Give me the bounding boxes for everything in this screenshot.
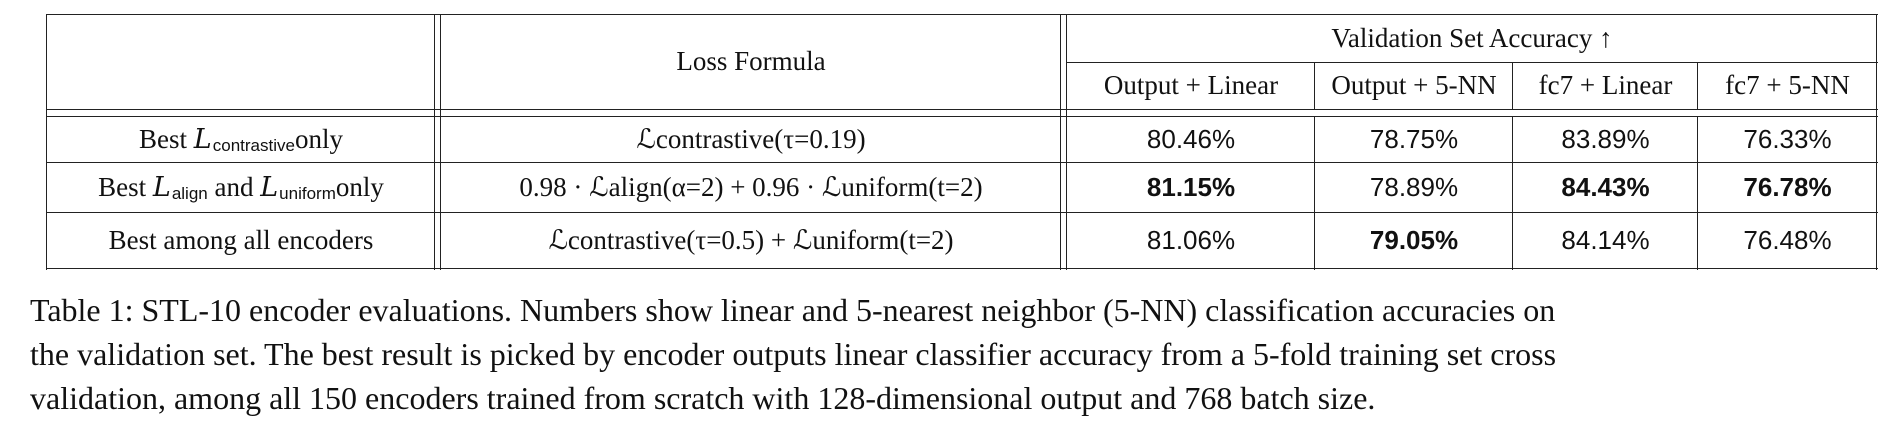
accuracy-cell: 84.14% bbox=[1561, 225, 1650, 255]
results-table: Loss Formula Validation Set Accuracy ↑ O… bbox=[46, 14, 1878, 270]
table-caption: Table 1: STL-10 encoder evaluations. Num… bbox=[30, 288, 1880, 420]
accuracy-cell: 76.78% bbox=[1743, 172, 1832, 202]
header-fc7-linear: fc7 + Linear bbox=[1538, 70, 1673, 100]
header-validation-accuracy: Validation Set Accuracy ↑ bbox=[1331, 22, 1613, 53]
accuracy-cell: 81.15% bbox=[1146, 172, 1236, 202]
header-output-linear: Output + Linear bbox=[1103, 70, 1279, 100]
caption-line: the validation set. The best result is p… bbox=[30, 336, 1557, 372]
row-1-formula: ℒcontrastive(τ=0.19) bbox=[636, 124, 866, 154]
header-fc7-5nn: fc7 + 5-NN bbox=[1725, 70, 1850, 100]
accuracy-cell: 80.46% bbox=[1146, 124, 1236, 154]
accuracy-cell: 79.05% bbox=[1369, 225, 1459, 255]
caption-line: Table 1: STL-10 encoder evaluations. Num… bbox=[30, 292, 1556, 328]
row-2-formula: 0.98 · ℒalign(α=2) + 0.96 · ℒuniform(t=2… bbox=[519, 172, 983, 202]
accuracy-cell: 78.89% bbox=[1369, 172, 1459, 202]
accuracy-cell: 76.33% bbox=[1743, 124, 1832, 154]
row-3-label: Best among all encoders bbox=[108, 225, 374, 255]
header-loss-formula: Loss Formula bbox=[676, 46, 826, 76]
header-output-5nn: Output + 5-NN bbox=[1331, 70, 1497, 100]
accuracy-cell: 78.75% bbox=[1369, 124, 1459, 154]
caption-line: validation, among all 150 encoders train… bbox=[30, 380, 1376, 416]
accuracy-cell: 84.43% bbox=[1561, 172, 1650, 202]
accuracy-cell: 83.89% bbox=[1561, 124, 1650, 154]
row-3-formula: ℒcontrastive(τ=0.5) + ℒuniform(t=2) bbox=[548, 225, 954, 255]
accuracy-cell: 76.48% bbox=[1743, 225, 1832, 255]
accuracy-cell: 81.06% bbox=[1146, 225, 1236, 255]
